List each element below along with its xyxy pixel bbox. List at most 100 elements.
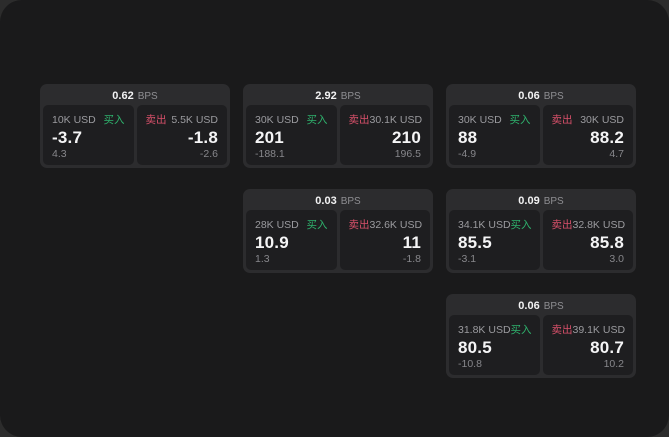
buy-notional: 31.8K USD — [458, 323, 511, 336]
quote-card: 0.62 BPS 10K USD 买入 -3.7 4.3 卖出 5.5K USD… — [40, 84, 230, 168]
buy-pane-header: 30K USD 买入 — [458, 112, 531, 127]
buy-label: 买入 — [103, 114, 125, 126]
bps-unit: BPS — [543, 90, 564, 102]
sell-delta: 4.7 — [609, 147, 624, 160]
buy-delta: -10.8 — [458, 357, 482, 370]
card-bps-header: 2.92 BPS — [246, 87, 430, 105]
sell-pane-header: 卖出 32.6K USD — [348, 217, 423, 232]
sell-pane[interactable]: 卖出 39.1K USD 80.7 10.2 — [542, 315, 633, 375]
sell-delta: 10.2 — [603, 357, 624, 370]
buy-notional: 34.1K USD — [458, 218, 511, 231]
card-bps-header: 0.03 BPS — [246, 192, 430, 210]
quote-card: 0.09 BPS 34.1K USD 买入 85.5 -3.1 卖出 32.8K… — [446, 189, 636, 273]
buy-pane-header: 34.1K USD 买入 — [458, 217, 532, 232]
quote-card: 2.92 BPS 30K USD 买入 201 -188.1 卖出 30.1K … — [243, 84, 433, 168]
quote-grid: 0.62 BPS 10K USD 买入 -3.7 4.3 卖出 5.5K USD… — [40, 84, 636, 378]
card-bps-header: 0.62 BPS — [43, 87, 227, 105]
sell-price: 85.8 — [590, 233, 624, 253]
sell-pane[interactable]: 卖出 30.1K USD 210 196.5 — [339, 105, 430, 165]
buy-pane[interactable]: 34.1K USD 买入 85.5 -3.1 — [449, 210, 540, 270]
sell-label: 卖出 — [551, 324, 573, 336]
sell-label: 卖出 — [551, 114, 573, 126]
buy-label: 买入 — [306, 219, 328, 231]
card-body: 10K USD 买入 -3.7 4.3 卖出 5.5K USD -1.8 -2.… — [43, 105, 227, 165]
buy-price: 85.5 — [458, 233, 492, 253]
sell-price: 11 — [402, 233, 421, 253]
sell-label: 卖出 — [348, 114, 370, 126]
bps-unit: BPS — [543, 195, 564, 207]
buy-pane-header: 10K USD 买入 — [52, 112, 125, 127]
card-body: 30K USD 买入 88 -4.9 卖出 30K USD 88.2 4.7 — [449, 105, 633, 165]
buy-label: 买入 — [510, 219, 532, 231]
buy-delta: 4.3 — [52, 147, 67, 160]
card-body: 31.8K USD 买入 80.5 -10.8 卖出 39.1K USD 80.… — [449, 315, 633, 375]
buy-pane-header: 30K USD 买入 — [255, 112, 328, 127]
buy-price: 88 — [458, 128, 478, 148]
sell-pane[interactable]: 卖出 5.5K USD -1.8 -2.6 — [136, 105, 227, 165]
buy-pane[interactable]: 10K USD 买入 -3.7 4.3 — [43, 105, 134, 165]
buy-delta: -188.1 — [255, 147, 285, 160]
bps-value: 0.03 — [315, 195, 337, 207]
sell-notional: 30.1K USD — [369, 113, 423, 126]
sell-pane[interactable]: 卖出 32.6K USD 11 -1.8 — [339, 210, 430, 270]
buy-price: 201 — [255, 128, 284, 148]
buy-price: -3.7 — [52, 128, 83, 148]
card-body: 30K USD 买入 201 -188.1 卖出 30.1K USD 210 1… — [246, 105, 430, 165]
bps-value: 0.06 — [518, 300, 540, 312]
buy-delta: 1.3 — [255, 252, 270, 265]
buy-notional: 30K USD — [255, 113, 299, 126]
buy-label: 买入 — [306, 114, 328, 126]
sell-pane[interactable]: 卖出 30K USD 88.2 4.7 — [542, 105, 633, 165]
buy-notional: 10K USD — [52, 113, 96, 126]
sell-notional: 32.8K USD — [572, 218, 626, 231]
sell-notional: 30K USD — [580, 113, 624, 126]
card-body: 28K USD 买入 10.9 1.3 卖出 32.6K USD 11 -1.8 — [246, 210, 430, 270]
sell-label: 卖出 — [551, 219, 573, 231]
sell-price: -1.8 — [187, 128, 218, 148]
sell-pane-header: 卖出 39.1K USD — [551, 322, 626, 337]
sell-delta: 196.5 — [394, 147, 421, 160]
bps-value: 0.62 — [112, 90, 134, 102]
sell-pane-header: 卖出 32.8K USD — [551, 217, 626, 232]
sell-label: 卖出 — [348, 219, 370, 231]
buy-notional: 30K USD — [458, 113, 502, 126]
sell-pane-header: 卖出 5.5K USD — [146, 112, 219, 127]
sell-notional: 32.6K USD — [369, 218, 423, 231]
buy-delta: -4.9 — [458, 147, 477, 160]
sell-notional: 5.5K USD — [171, 113, 218, 126]
buy-pane[interactable]: 30K USD 买入 201 -188.1 — [246, 105, 337, 165]
buy-price: 80.5 — [458, 338, 492, 358]
sell-price: 80.7 — [590, 338, 624, 358]
sell-pane-header: 卖出 30K USD — [552, 112, 625, 127]
card-body: 34.1K USD 买入 85.5 -3.1 卖出 32.8K USD 85.8… — [449, 210, 633, 270]
bps-unit: BPS — [543, 300, 564, 312]
bps-value: 0.06 — [518, 90, 540, 102]
quote-card: 0.06 BPS 30K USD 买入 88 -4.9 卖出 30K USD 8… — [446, 84, 636, 168]
bps-unit: BPS — [340, 195, 361, 207]
card-bps-header: 0.09 BPS — [449, 192, 633, 210]
buy-delta: -3.1 — [458, 252, 477, 265]
bps-value: 2.92 — [315, 90, 337, 102]
bps-value: 0.09 — [518, 195, 540, 207]
buy-price: 10.9 — [255, 233, 289, 253]
card-bps-header: 0.06 BPS — [449, 297, 633, 315]
card-bps-header: 0.06 BPS — [449, 87, 633, 105]
sell-delta: -1.8 — [402, 252, 421, 265]
quote-card: 0.03 BPS 28K USD 买入 10.9 1.3 卖出 32.6K US… — [243, 189, 433, 273]
sell-price: 88.2 — [590, 128, 624, 148]
buy-pane[interactable]: 31.8K USD 买入 80.5 -10.8 — [449, 315, 540, 375]
quote-card: 0.06 BPS 31.8K USD 买入 80.5 -10.8 卖出 39.1… — [446, 294, 636, 378]
sell-price: 210 — [392, 128, 421, 148]
sell-delta: 3.0 — [609, 252, 624, 265]
buy-pane[interactable]: 30K USD 买入 88 -4.9 — [449, 105, 540, 165]
sell-label: 卖出 — [145, 114, 167, 126]
buy-pane-header: 28K USD 买入 — [255, 217, 328, 232]
sell-pane-header: 卖出 30.1K USD — [348, 112, 423, 127]
buy-label: 买入 — [509, 114, 531, 126]
sell-delta: -2.6 — [199, 147, 218, 160]
buy-pane[interactable]: 28K USD 买入 10.9 1.3 — [246, 210, 337, 270]
bps-unit: BPS — [340, 90, 361, 102]
sell-pane[interactable]: 卖出 32.8K USD 85.8 3.0 — [542, 210, 633, 270]
buy-pane-header: 31.8K USD 买入 — [458, 322, 532, 337]
